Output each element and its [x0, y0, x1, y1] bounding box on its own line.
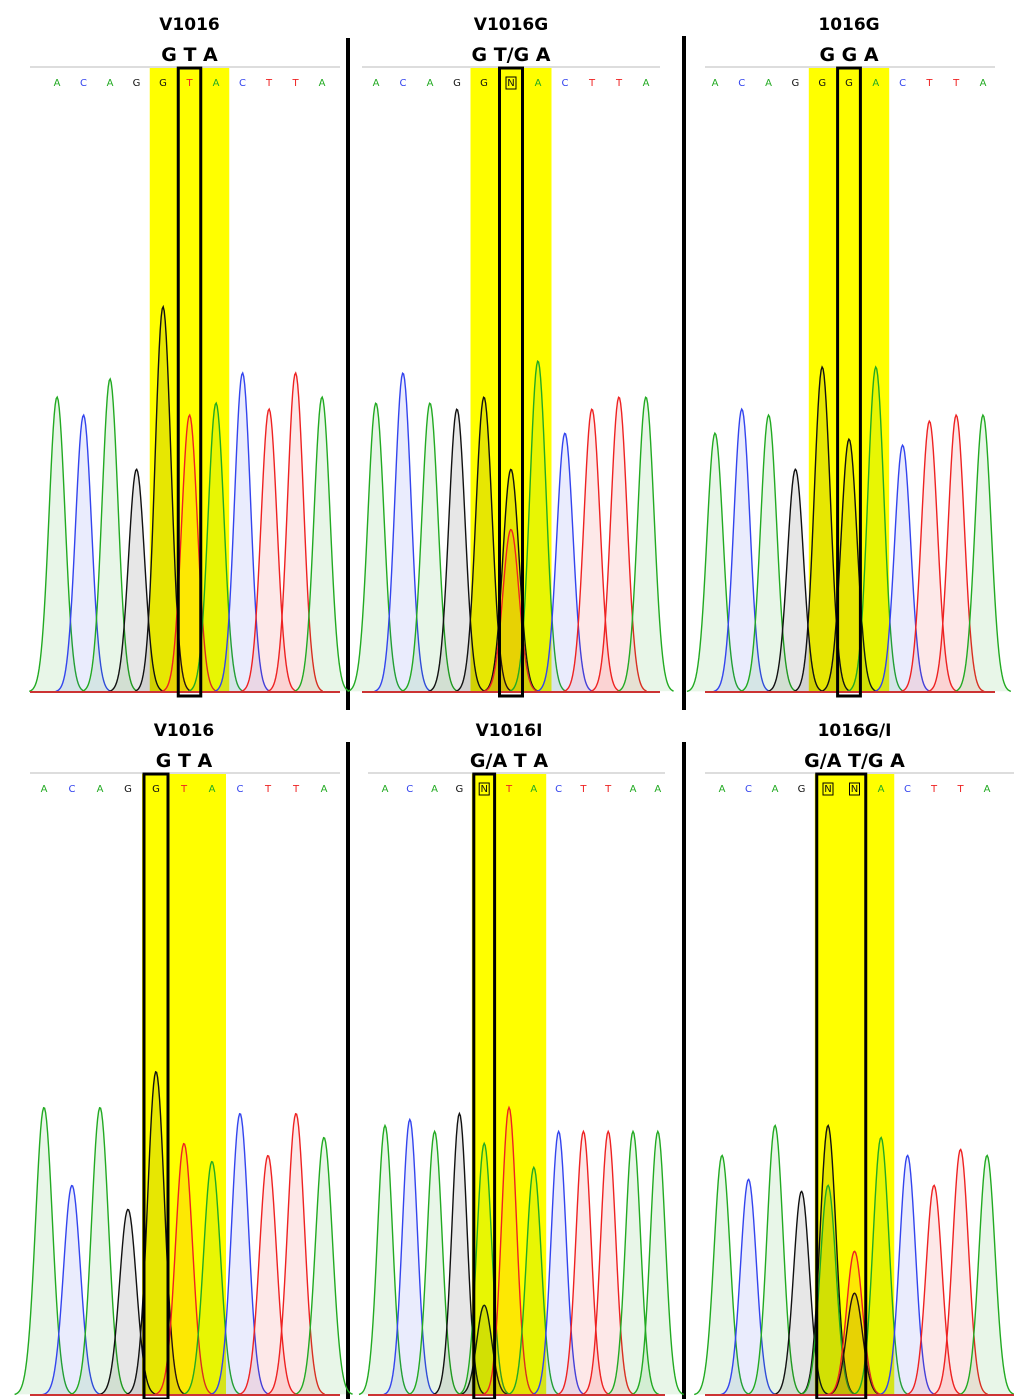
base-call: G — [798, 784, 806, 795]
base-call: C — [406, 784, 413, 795]
base-call: A — [878, 784, 885, 795]
base-call: A — [382, 784, 389, 795]
base-call: T — [291, 78, 299, 89]
codon: G T/G A — [471, 44, 550, 66]
base-call: T — [579, 784, 587, 795]
base-call: T — [930, 784, 938, 795]
base-call: A — [765, 78, 772, 89]
panel-title: V1016 — [159, 15, 219, 35]
base-call: C — [904, 784, 911, 795]
base-call: T — [615, 78, 623, 89]
base-call: N — [480, 784, 487, 795]
base-call: A — [643, 78, 650, 89]
base-call: T — [292, 784, 300, 795]
base-call: T — [604, 784, 612, 795]
base-call: G — [792, 78, 800, 89]
base-call: G — [159, 78, 167, 89]
base-call: A — [654, 784, 661, 795]
panel-title: V1016G — [474, 15, 548, 35]
base-call: C — [899, 78, 906, 89]
base-call: A — [97, 784, 104, 795]
base-call: G — [453, 78, 461, 89]
base-call: C — [80, 78, 87, 89]
base-call: T — [505, 784, 513, 795]
codon: G G A — [819, 44, 878, 66]
base-call: A — [872, 78, 879, 89]
base-call: T — [180, 784, 188, 795]
base-call: C — [400, 78, 407, 89]
base-call: T — [265, 78, 273, 89]
base-call: T — [264, 784, 272, 795]
codon: G/A T A — [470, 750, 548, 772]
base-call: A — [984, 784, 991, 795]
base-call: A — [319, 78, 326, 89]
base-call: C — [738, 78, 745, 89]
base-call: A — [54, 78, 61, 89]
panel: V1016 G T A A C A G G T A C T T A — [29, 15, 349, 696]
panel-title: 1016G/I — [818, 721, 892, 741]
base-call: A — [373, 78, 380, 89]
base-call: A — [772, 784, 779, 795]
base-call: G — [818, 78, 826, 89]
codon: G/A T/G A — [804, 750, 905, 772]
figure: V1016G T AACAGGTACTTAV1016GG T/G AACAGGN… — [0, 0, 1014, 1399]
codon: G T A — [156, 750, 213, 772]
codon: G T A — [161, 44, 218, 66]
base-call: G — [480, 78, 488, 89]
panel: 1016G/I G/A T/G A A C A G N N A C T T A — [694, 721, 1014, 1399]
base-call: T — [956, 784, 964, 795]
base-call: A — [719, 784, 726, 795]
base-call: N — [507, 78, 514, 89]
base-call: N — [824, 784, 831, 795]
base-call: A — [712, 78, 719, 89]
base-call: A — [431, 784, 438, 795]
base-call: G — [124, 784, 132, 795]
base-call: C — [239, 78, 246, 89]
base-call: T — [588, 78, 596, 89]
panel: V1016I G/A T A A C A G N T A C T T A A — [359, 721, 684, 1399]
panel-title: 1016G — [818, 15, 879, 35]
base-call: A — [321, 784, 328, 795]
base-call: A — [427, 78, 434, 89]
base-call: T — [952, 78, 960, 89]
panel: V1016G G T/G A A C A G G N A C T T A — [348, 15, 674, 696]
base-call: G — [133, 78, 141, 89]
base-call: A — [980, 78, 987, 89]
base-call: C — [237, 784, 244, 795]
base-call: A — [213, 78, 220, 89]
base-call: A — [41, 784, 48, 795]
base-call: C — [562, 78, 569, 89]
base-call: A — [530, 784, 537, 795]
base-call: C — [745, 784, 752, 795]
panel-title: V1016I — [476, 721, 543, 741]
panel-title: V1016 — [154, 721, 214, 741]
base-call: A — [107, 78, 114, 89]
base-call: A — [535, 78, 542, 89]
panel: V1016 G T A A C A G G T A C T T A — [15, 721, 353, 1399]
base-call: N — [851, 784, 858, 795]
base-call: C — [555, 784, 562, 795]
base-call: C — [69, 784, 76, 795]
base-call: A — [209, 784, 216, 795]
base-call: A — [630, 784, 637, 795]
panel: 1016G G G A A C A G G G A C T T A — [687, 15, 1011, 696]
base-call: G — [456, 784, 464, 795]
base-call: G — [845, 78, 853, 89]
base-call: T — [925, 78, 933, 89]
base-call: G — [152, 784, 160, 795]
base-call: T — [185, 78, 193, 89]
